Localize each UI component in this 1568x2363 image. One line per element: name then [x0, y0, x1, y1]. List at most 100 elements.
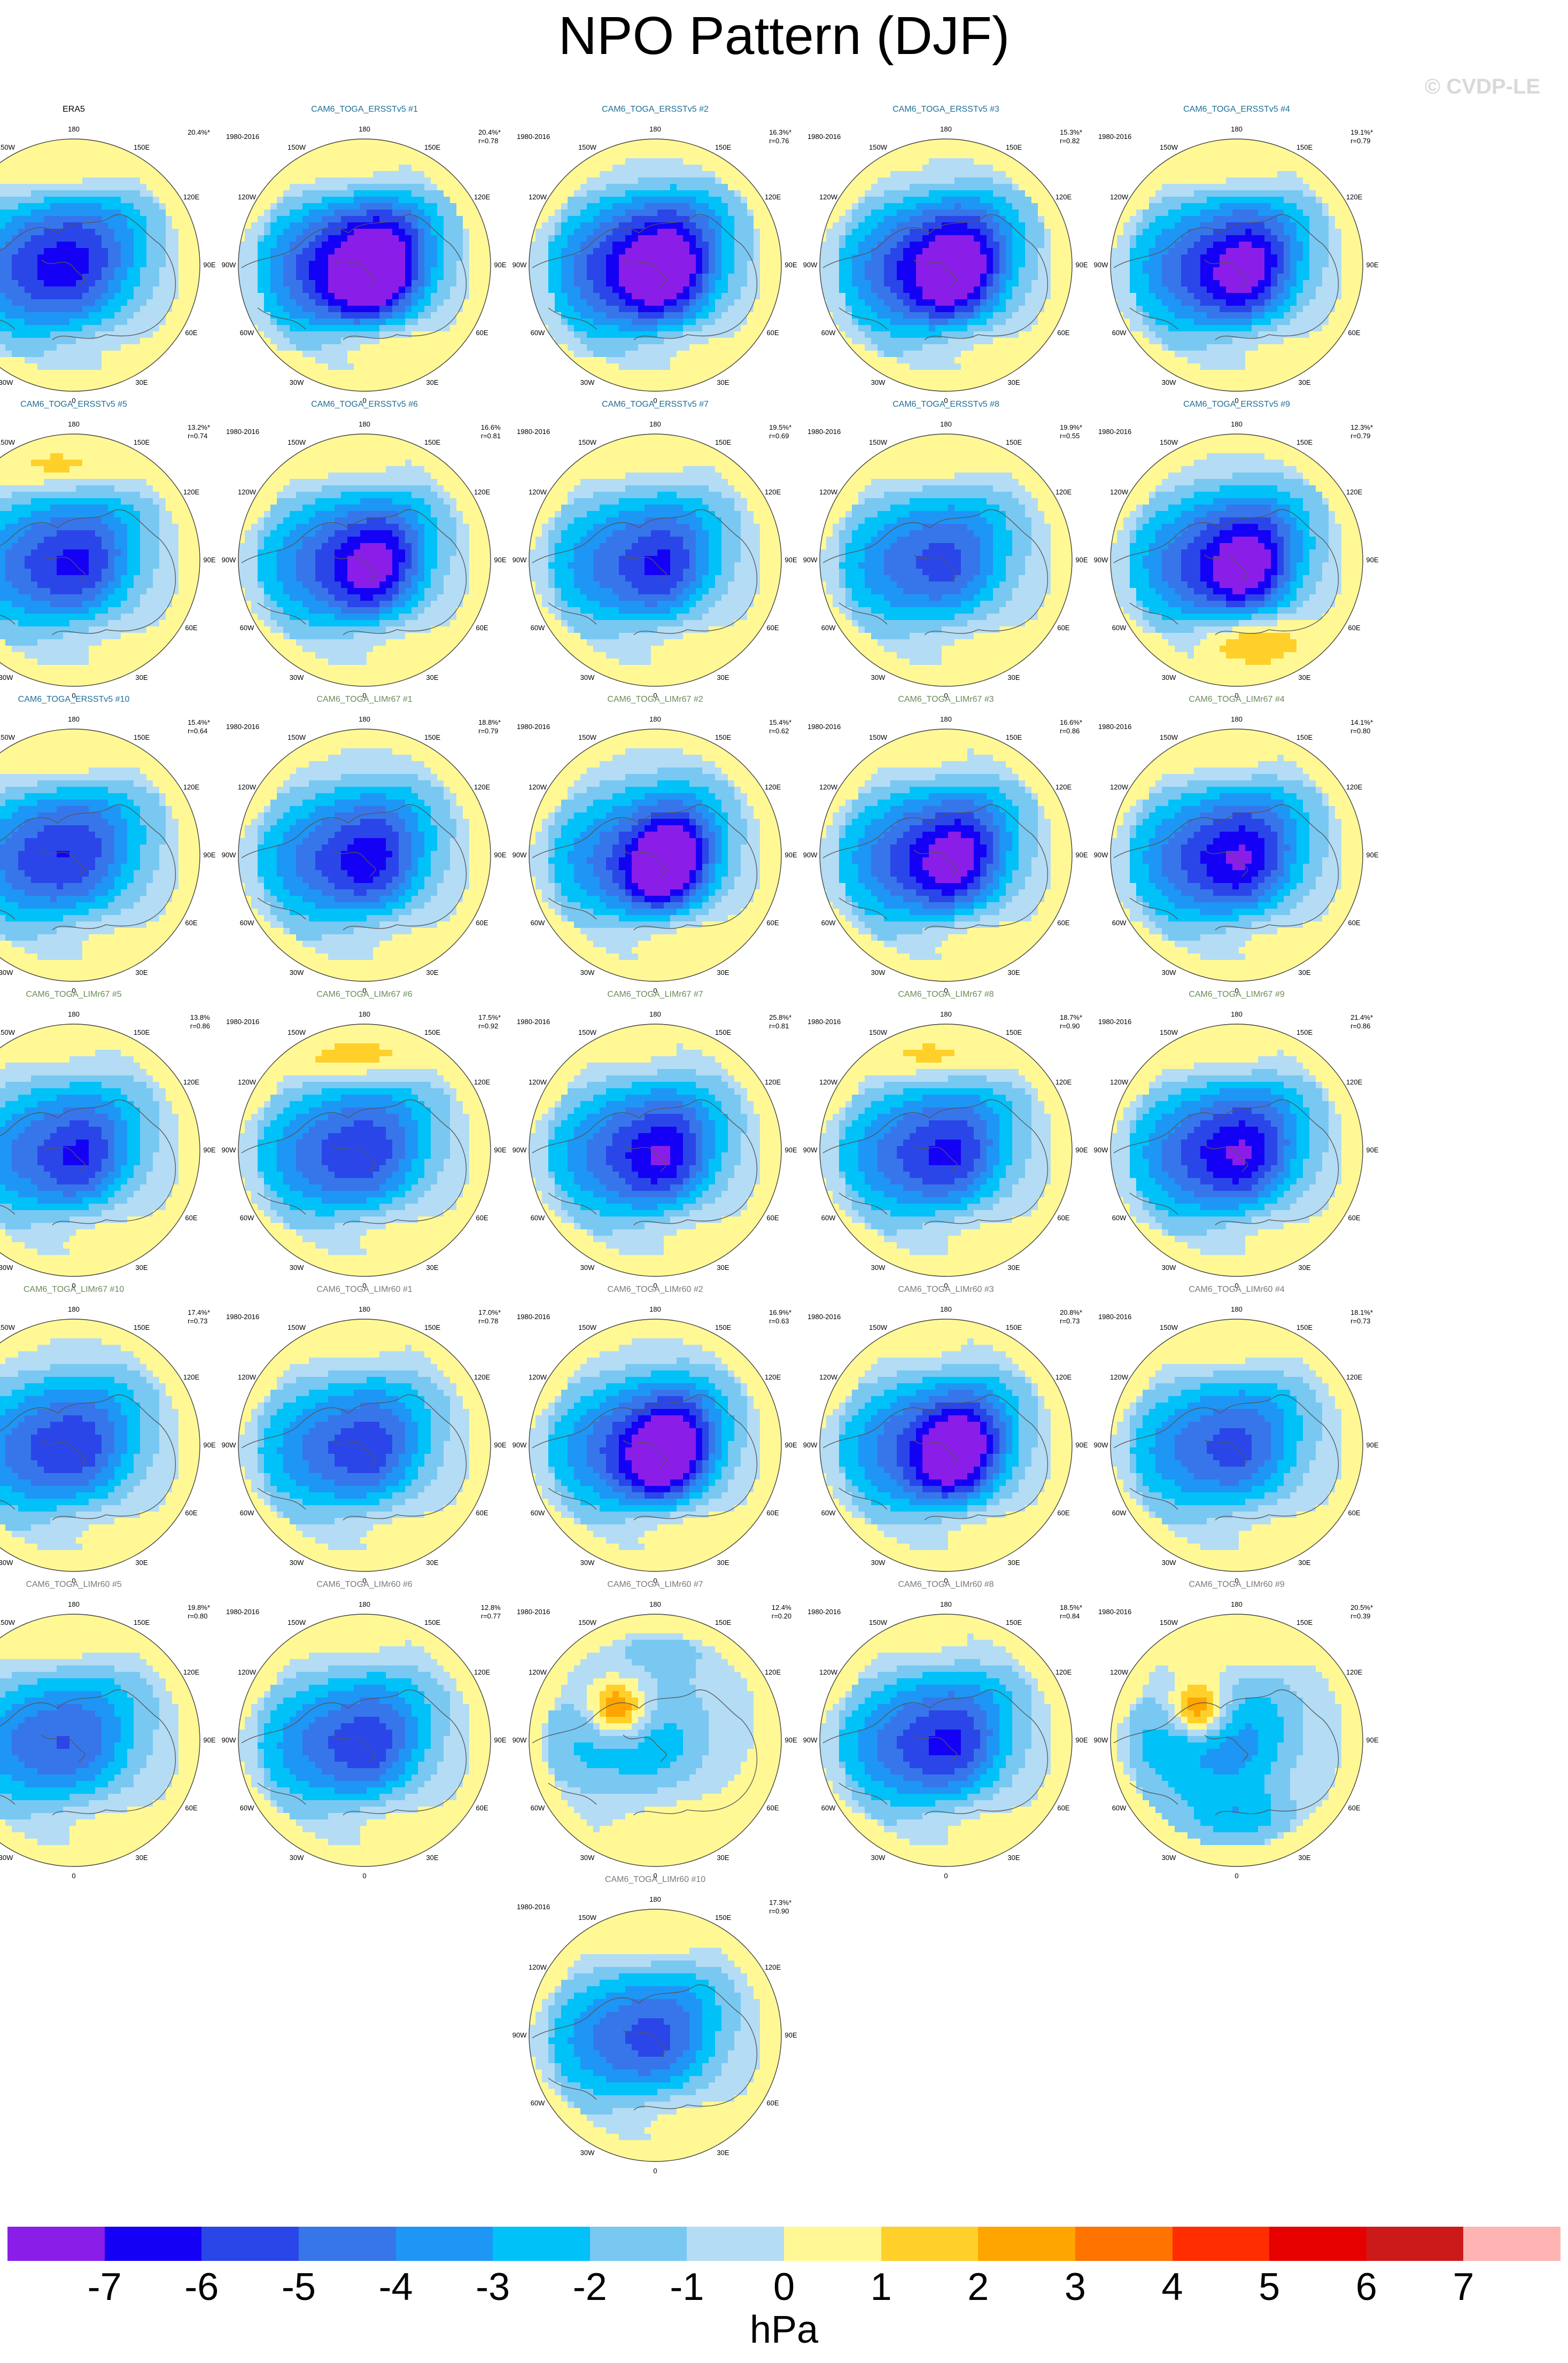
field-cell — [31, 248, 38, 255]
field-cell — [689, 299, 696, 306]
field-cell — [728, 216, 735, 223]
field-cell — [721, 165, 728, 172]
field-cell — [1019, 152, 1026, 159]
field-cell — [44, 306, 51, 313]
field-cell — [399, 158, 406, 165]
field-cell — [638, 222, 645, 229]
field-cell — [153, 254, 160, 261]
field-cell — [935, 203, 942, 210]
field-cell — [625, 376, 632, 383]
field-cell — [542, 274, 549, 281]
field-cell — [1019, 216, 1026, 223]
field-cell — [568, 171, 575, 178]
field-cell — [360, 248, 367, 255]
field-cell — [1006, 197, 1013, 204]
field-cell — [852, 242, 859, 249]
field-cell — [954, 286, 961, 293]
field-cell — [360, 293, 367, 300]
field-cell — [561, 280, 568, 287]
field-cell — [593, 338, 600, 345]
field-cell — [689, 190, 696, 197]
field-cell — [884, 210, 891, 216]
field-cell — [76, 197, 83, 204]
field-cell — [773, 293, 780, 300]
field-cell — [431, 274, 438, 281]
field-cell — [865, 274, 872, 281]
field-cell — [645, 235, 651, 242]
field-cell — [437, 261, 444, 268]
field-cell — [114, 242, 121, 249]
field-cell — [44, 254, 51, 261]
field-cell — [715, 235, 722, 242]
field-cell — [146, 351, 153, 358]
field-cell — [463, 325, 470, 332]
field-cell — [270, 242, 277, 249]
field-cell — [302, 325, 309, 332]
field-cell — [741, 184, 748, 191]
field-cell — [418, 370, 425, 377]
field-cell — [766, 235, 773, 242]
field-cell — [302, 210, 309, 216]
field-cell — [399, 242, 406, 249]
field-cell — [734, 312, 741, 319]
field-cell — [903, 171, 910, 178]
field-cell — [347, 177, 354, 184]
field-cell — [548, 216, 555, 223]
field-cell — [76, 357, 83, 364]
field-cell — [954, 222, 961, 229]
field-cell — [185, 203, 192, 210]
field-cell — [31, 190, 38, 197]
field-cell — [878, 248, 884, 255]
field-cell — [50, 261, 57, 268]
field-cell — [386, 235, 393, 242]
field-cell — [1006, 267, 1013, 274]
field-cell — [89, 286, 96, 293]
field-cell — [612, 267, 619, 274]
field-cell — [1044, 197, 1051, 204]
field-cell — [18, 165, 25, 172]
field-cell — [683, 158, 690, 165]
field-cell — [922, 235, 929, 242]
field-cell — [728, 280, 735, 287]
field-cell — [865, 190, 872, 197]
field-cell — [76, 177, 83, 184]
field-cell — [63, 267, 70, 274]
field-cell — [347, 267, 354, 274]
field-cell — [993, 267, 1000, 274]
field-cell — [44, 338, 51, 345]
field-cell — [0, 274, 6, 281]
field-cell — [683, 261, 690, 268]
field-cell — [645, 299, 651, 306]
field-cell — [773, 210, 780, 216]
lon-label: 30W — [580, 378, 595, 386]
field-cell — [916, 280, 923, 287]
field-cell — [258, 280, 265, 287]
field-cell — [612, 389, 619, 391]
field-cell — [555, 190, 562, 197]
field-cell — [728, 299, 735, 306]
field-cell — [721, 274, 728, 281]
field-cell — [858, 216, 865, 223]
field-cell — [897, 190, 904, 197]
field-cell — [354, 235, 361, 242]
field-cell — [418, 190, 425, 197]
field-cell — [593, 261, 600, 268]
field-cell — [418, 338, 425, 345]
field-cell — [134, 280, 141, 287]
field-cell — [178, 319, 185, 326]
field-cell — [178, 299, 185, 306]
field-cell — [664, 351, 671, 358]
field-cell — [114, 370, 121, 377]
field-cell — [580, 261, 587, 268]
field-cell — [897, 171, 904, 178]
field-cell — [689, 306, 696, 313]
field-cell — [638, 203, 645, 210]
field-cell — [89, 254, 96, 261]
field-cell — [290, 331, 297, 338]
field-cell — [258, 210, 265, 216]
field-cell — [12, 363, 19, 370]
field-cell — [166, 293, 173, 300]
field-cell — [606, 325, 613, 332]
field-cell — [884, 171, 891, 178]
field-cell — [63, 203, 70, 210]
